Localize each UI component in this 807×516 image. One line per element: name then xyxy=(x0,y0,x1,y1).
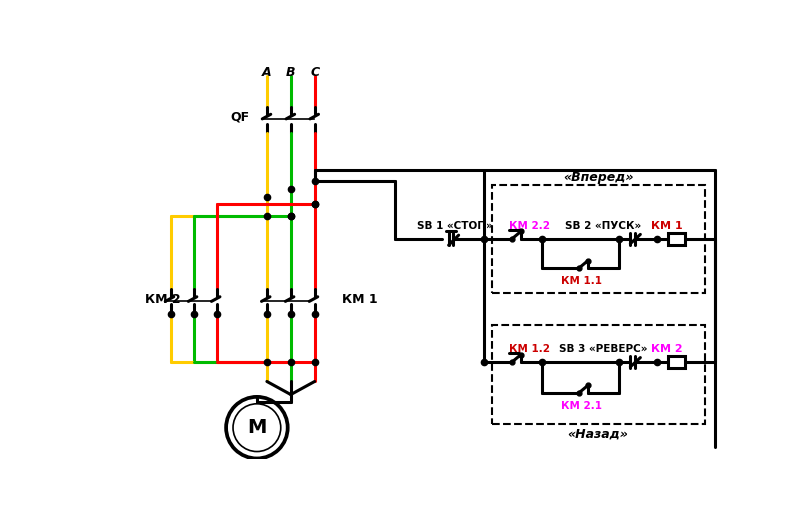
Text: «Назад»: «Назад» xyxy=(567,427,629,440)
Text: B: B xyxy=(286,66,295,79)
Text: КМ 2.2: КМ 2.2 xyxy=(508,221,550,231)
Text: КМ 1: КМ 1 xyxy=(341,293,377,305)
Bar xyxy=(668,233,685,245)
Text: QF: QF xyxy=(230,111,249,124)
Bar xyxy=(491,325,705,424)
Text: КМ 1.2: КМ 1.2 xyxy=(508,344,550,354)
Bar xyxy=(491,185,705,293)
Text: A: A xyxy=(262,66,272,79)
Text: КМ 2: КМ 2 xyxy=(650,344,683,354)
Text: SB 3 «РЕВЕРС»: SB 3 «РЕВЕРС» xyxy=(559,344,648,354)
Text: M: M xyxy=(247,418,266,437)
Text: КМ 2.1: КМ 2.1 xyxy=(562,401,602,411)
Text: C: C xyxy=(310,66,320,79)
Bar xyxy=(668,356,685,368)
Text: КМ 1.1: КМ 1.1 xyxy=(562,277,602,286)
Text: КМ 1: КМ 1 xyxy=(650,221,683,231)
Text: КМ 2: КМ 2 xyxy=(145,293,181,305)
Text: «Вперед»: «Вперед» xyxy=(562,171,633,184)
Text: SB 2 «ПУСК»: SB 2 «ПУСК» xyxy=(565,221,642,231)
Text: SB 1 «СТОП»: SB 1 «СТОП» xyxy=(417,221,493,231)
